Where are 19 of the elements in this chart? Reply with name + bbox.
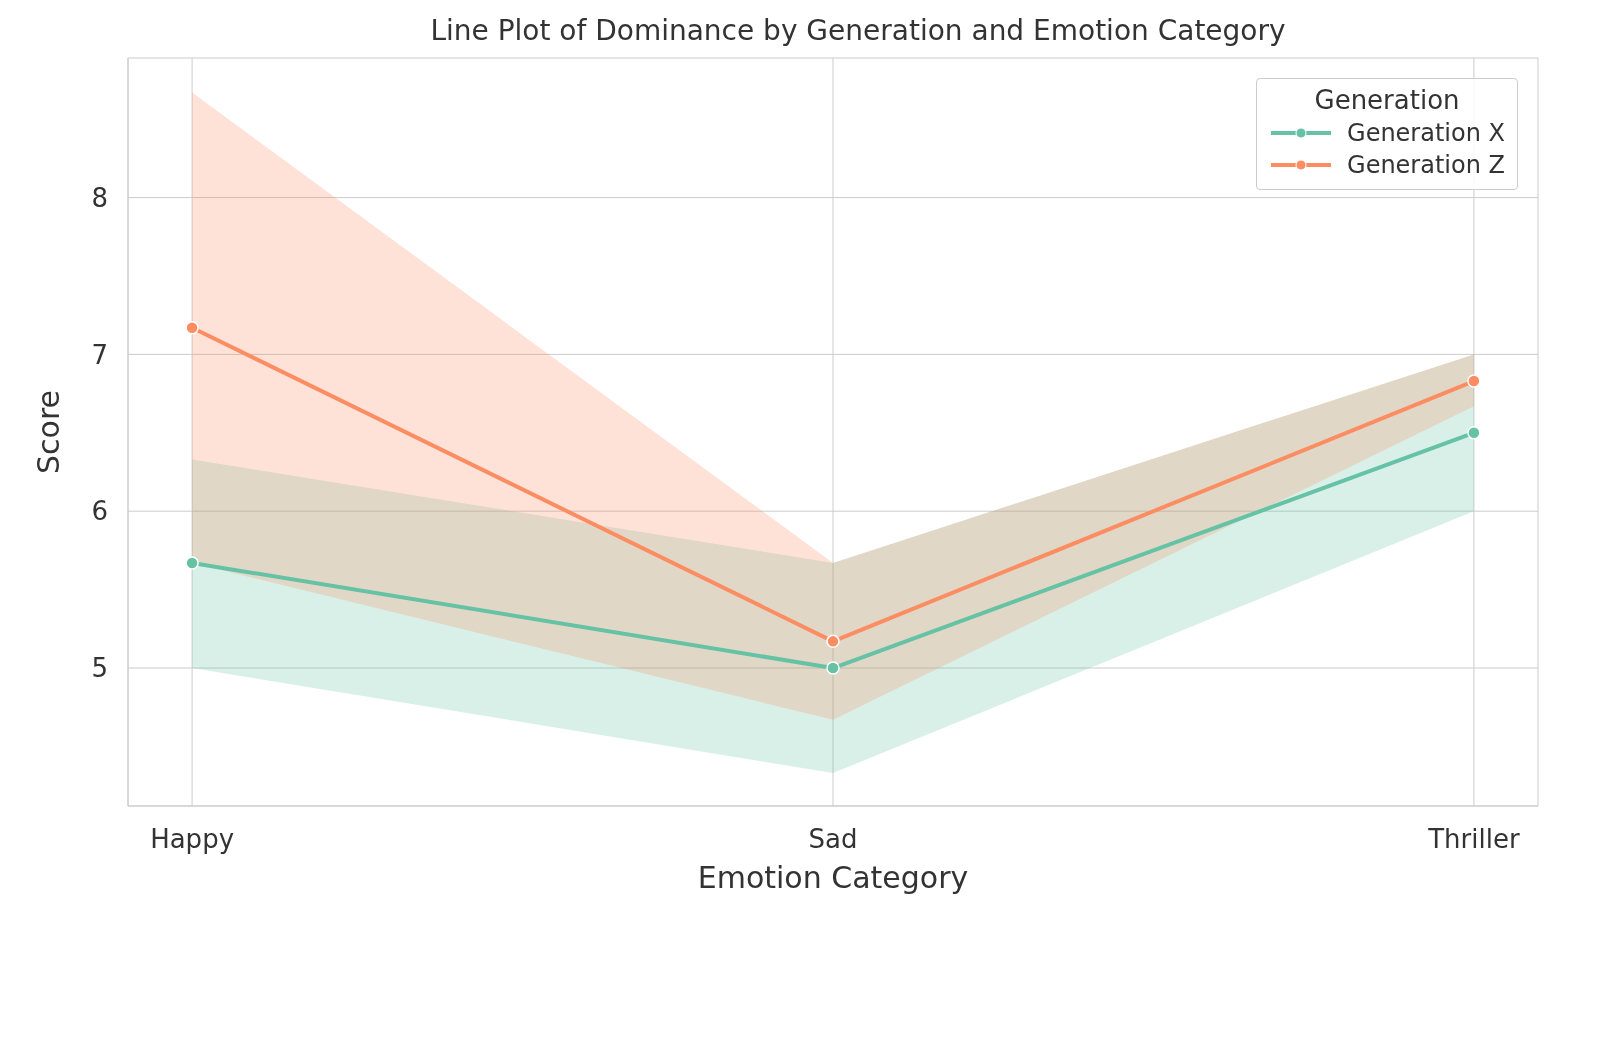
y-tick-label: 6	[91, 496, 108, 527]
x-tick-label: Happy	[150, 824, 235, 855]
point	[185, 320, 199, 335]
point	[1467, 426, 1481, 440]
point	[1467, 374, 1481, 388]
y-tick-label: 8	[91, 182, 108, 213]
x-tick-label: Sad	[808, 824, 858, 855]
y-tick-label: 7	[91, 339, 108, 370]
point	[826, 634, 840, 649]
point	[826, 661, 840, 675]
point	[185, 556, 199, 570]
x-tick-label: Thriller	[1427, 824, 1520, 855]
x-axis-title: Emotion Category	[697, 860, 969, 895]
legend-label: Generation Z	[1346, 151, 1505, 179]
y-axis-title: Score	[30, 389, 66, 475]
legend-title: Generation	[1313, 85, 1461, 115]
legend-label: Generation X	[1346, 119, 1505, 147]
chart-title: Line Plot of Dominance by Generation and Emotion Category	[430, 14, 1286, 47]
y-tick-label: 5	[91, 653, 108, 684]
